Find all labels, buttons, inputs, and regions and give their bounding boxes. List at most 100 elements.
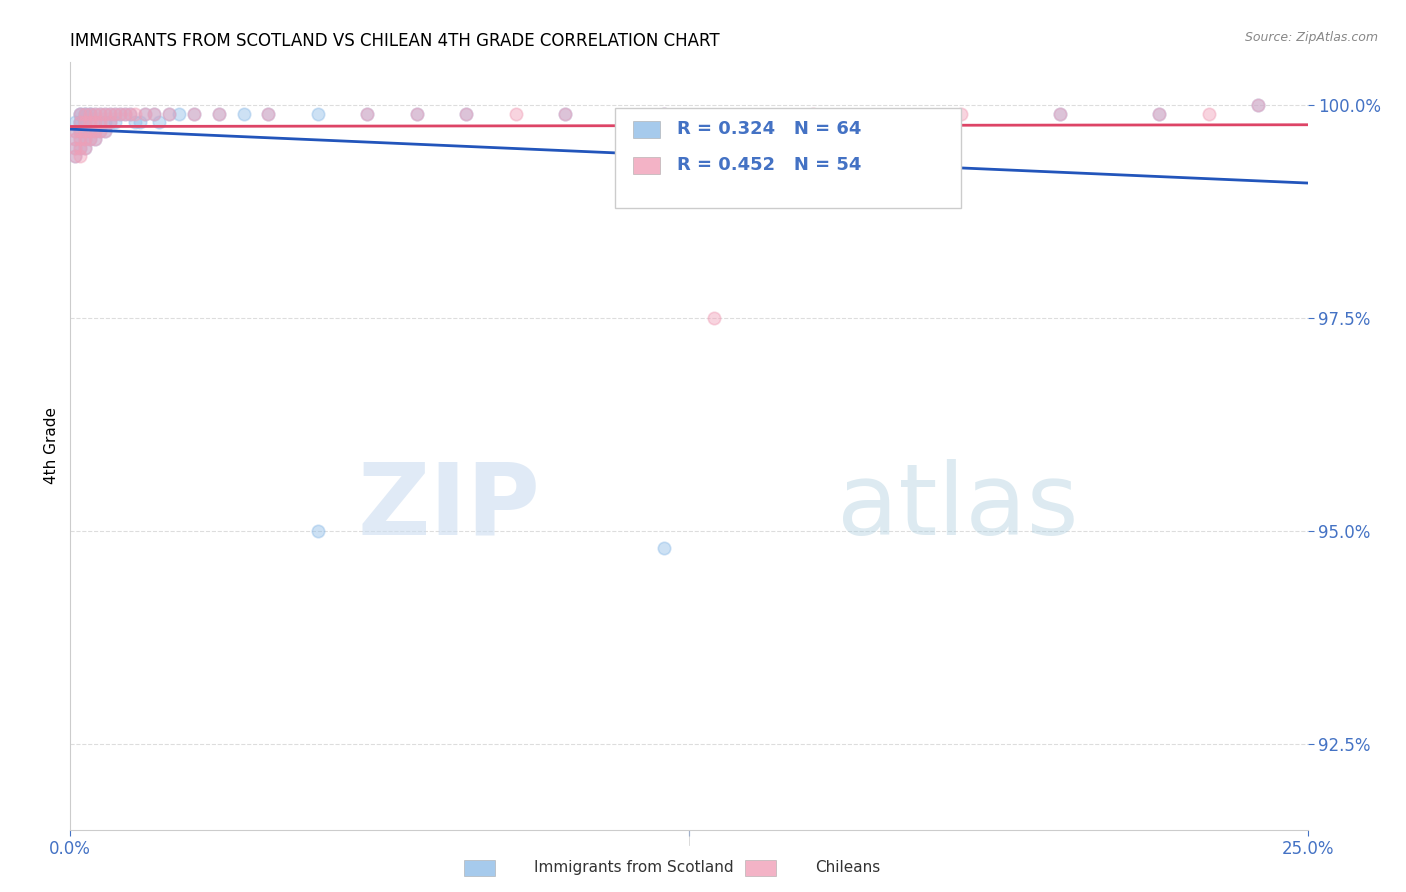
Point	[356, 106, 378, 120]
Point	[183, 106, 205, 120]
Point	[108, 106, 131, 120]
Point	[950, 106, 973, 120]
Point	[75, 123, 97, 137]
Point	[118, 106, 141, 120]
Point	[143, 106, 166, 120]
Point	[65, 123, 87, 137]
Point	[104, 115, 127, 129]
Point	[98, 115, 121, 129]
Point	[69, 149, 91, 163]
Point	[157, 106, 180, 120]
Point	[84, 106, 107, 120]
Text: ZIP: ZIP	[357, 458, 540, 556]
Point	[1147, 106, 1170, 120]
Point	[554, 106, 576, 120]
Point	[104, 106, 127, 120]
Point	[94, 123, 117, 137]
Point	[69, 106, 91, 120]
Point	[98, 106, 121, 120]
Point	[1247, 98, 1270, 112]
Point	[307, 106, 329, 120]
Point	[69, 123, 91, 137]
Point	[69, 123, 91, 137]
Point	[65, 149, 87, 163]
Point	[98, 106, 121, 120]
Point	[94, 106, 117, 120]
Point	[703, 311, 725, 326]
Point	[124, 106, 146, 120]
Point	[89, 123, 111, 137]
Point	[65, 149, 87, 163]
Point	[75, 141, 97, 155]
Point	[94, 106, 117, 120]
Point	[75, 106, 97, 120]
Point	[75, 106, 97, 120]
Point	[79, 132, 101, 146]
Point	[69, 123, 91, 137]
Point	[183, 106, 205, 120]
Point	[89, 123, 111, 137]
Point	[89, 106, 111, 120]
Text: Chileans: Chileans	[815, 860, 880, 874]
Point	[134, 106, 156, 120]
Point	[75, 141, 97, 155]
Point	[84, 106, 107, 120]
Point	[79, 115, 101, 129]
Point	[79, 106, 101, 120]
Point	[75, 115, 97, 129]
Point	[652, 106, 675, 120]
Point	[1049, 106, 1071, 120]
Point	[84, 132, 107, 146]
Point	[108, 106, 131, 120]
Point	[98, 115, 121, 129]
Point	[84, 132, 107, 146]
Point	[65, 115, 87, 129]
Point	[134, 106, 156, 120]
Point	[167, 106, 190, 120]
Point	[79, 106, 101, 120]
Point	[65, 132, 87, 146]
Point	[114, 106, 136, 120]
Point	[79, 106, 101, 120]
Point	[148, 115, 170, 129]
Point	[456, 106, 478, 120]
Point	[128, 115, 150, 129]
Point	[69, 106, 91, 120]
Point	[79, 115, 101, 129]
Point	[75, 123, 97, 137]
Text: R = 0.324   N = 64: R = 0.324 N = 64	[676, 120, 860, 138]
Text: IMMIGRANTS FROM SCOTLAND VS CHILEAN 4TH GRADE CORRELATION CHART: IMMIGRANTS FROM SCOTLAND VS CHILEAN 4TH …	[70, 32, 720, 50]
Point	[307, 524, 329, 539]
Point	[356, 106, 378, 120]
Point	[69, 141, 91, 155]
Point	[257, 106, 280, 120]
Point	[157, 106, 180, 120]
Point	[75, 115, 97, 129]
Text: atlas: atlas	[838, 458, 1078, 556]
Point	[89, 115, 111, 129]
Point	[84, 115, 107, 129]
Point	[69, 132, 91, 146]
Point	[114, 106, 136, 120]
Point	[75, 115, 97, 129]
Point	[84, 123, 107, 137]
Point	[1247, 98, 1270, 112]
Point	[79, 123, 101, 137]
Point	[65, 141, 87, 155]
Text: Immigrants from Scotland: Immigrants from Scotland	[534, 860, 734, 874]
Point	[143, 106, 166, 120]
Point	[75, 132, 97, 146]
Point	[79, 123, 101, 137]
Point	[1049, 106, 1071, 120]
Point	[89, 106, 111, 120]
Point	[801, 106, 824, 120]
Point	[118, 106, 141, 120]
Point	[69, 132, 91, 146]
FancyBboxPatch shape	[614, 109, 962, 208]
Text: R = 0.452   N = 54: R = 0.452 N = 54	[676, 156, 860, 174]
Point	[69, 115, 91, 129]
Point	[405, 106, 427, 120]
Point	[208, 106, 231, 120]
Point	[652, 541, 675, 556]
Point	[505, 106, 527, 120]
